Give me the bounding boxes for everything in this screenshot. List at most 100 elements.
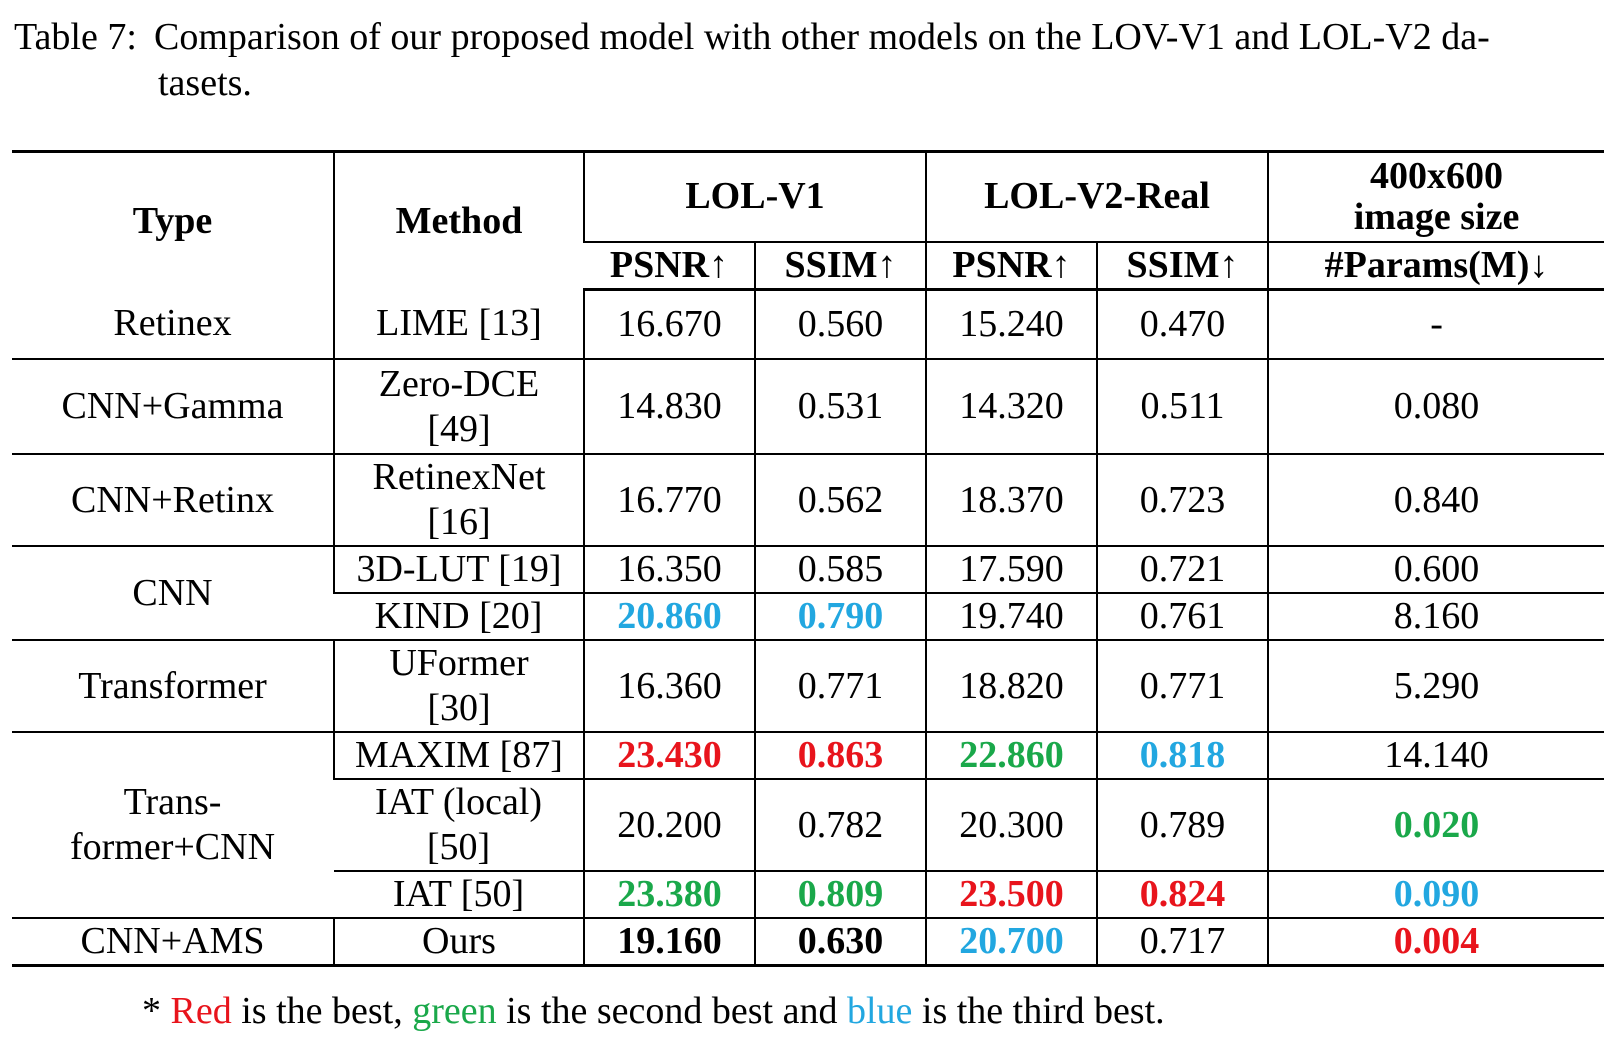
cell-v2-ssim: 0.824 (1096, 870, 1269, 918)
cell-v1-psnr: 16.770 (583, 453, 755, 546)
footnote-part1: is the best, (241, 990, 403, 1032)
table-row: CNN+Retinx RetinexNet [16] 16.770 0.562 … (12, 453, 1605, 546)
cell-method: Zero-DCE [49] (333, 358, 584, 454)
cell-v1-ssim: 0.560 (753, 289, 927, 359)
cell-type: CNN (12, 545, 334, 640)
cell-v2-ssim: 0.511 (1096, 358, 1269, 454)
cell-v2-psnr: 20.300 (925, 778, 1098, 871)
cell-v2-ssim: 0.721 (1096, 545, 1269, 593)
header-size-line2: image size (1353, 195, 1520, 238)
header-type: Type (12, 150, 334, 289)
table-row: IAT [50] 23.380 0.809 23.500 0.824 0.090 (12, 870, 1605, 918)
cell-v2-psnr: 18.370 (925, 453, 1098, 546)
cell-v1-psnr: 20.860 (583, 592, 755, 640)
table-row: KIND [20] 20.860 0.790 19.740 0.761 8.16… (12, 592, 1605, 640)
header-v2-psnr: PSNR↑ (925, 240, 1098, 291)
caption-text-line1: Comparison of our proposed model with ot… (154, 16, 1490, 58)
header-image-size: 400x600 image size (1267, 150, 1605, 242)
cell-method: LIME [13] (333, 289, 584, 359)
cell-v2-psnr: 18.820 (925, 639, 1098, 732)
footnote-star: * (142, 990, 161, 1032)
cell-v1-ssim: 0.790 (753, 592, 927, 640)
cell-params: 0.004 (1267, 917, 1605, 967)
cell-type: Transformer (12, 639, 334, 732)
cell-v1-psnr: 23.430 (583, 731, 755, 779)
footnote-part2: is the second best and (506, 990, 838, 1032)
cell-v1-psnr: 16.350 (583, 545, 755, 593)
table-footnote: * Red is the best, green is the second b… (142, 988, 1165, 1034)
cell-method: RetinexNet [16] (333, 453, 584, 546)
cell-method: UFormer [30] (333, 639, 584, 732)
cell-method: IAT [50] (334, 870, 584, 918)
cell-type: Retinex (113, 302, 232, 344)
cell-v1-ssim: 0.630 (753, 917, 927, 967)
cell-method: KIND [20] (334, 592, 584, 640)
table-row: Transformer UFormer [30] 16.360 0.771 18… (12, 639, 1605, 732)
cell-v1-ssim: 0.782 (753, 778, 927, 871)
cell-params: 0.020 (1267, 778, 1605, 871)
cell-params: 5.290 (1267, 639, 1605, 732)
cell-v1-ssim: 0.531 (753, 358, 927, 454)
cell-params: 0.600 (1267, 545, 1605, 593)
cell-params: - (1267, 289, 1605, 359)
footnote-part3: is the third best. (921, 990, 1165, 1032)
table-row: Trans- former+CNN MAXIM [87] 23.430 0.86… (12, 731, 1605, 918)
header-params: #Params(M)↓ (1267, 240, 1605, 291)
cell-v1-ssim: 0.809 (753, 870, 927, 918)
cell-method: IAT (local) [50] (334, 778, 584, 871)
cell-v1-ssim: 0.771 (753, 639, 927, 732)
cell-v1-psnr: 16.360 (583, 639, 755, 732)
cell-method: 3D-LUT [19] (333, 545, 584, 593)
cell-v2-psnr: 22.860 (925, 731, 1098, 779)
cell-v1-psnr: 20.200 (583, 778, 755, 871)
footnote-green: green (412, 990, 497, 1032)
header-v1-ssim: SSIM↑ (753, 240, 927, 291)
cell-params: 0.090 (1267, 870, 1605, 918)
cell-type: CNN+AMS (12, 917, 334, 967)
table-row: IAT (local) [50] 20.200 0.782 20.300 0.7… (12, 778, 1605, 871)
caption-label: Table 7: (14, 16, 137, 58)
footnote-blue: blue (846, 990, 913, 1032)
cell-v2-psnr: 17.590 (925, 545, 1098, 593)
cell-v2-ssim: 0.818 (1096, 731, 1269, 779)
cell-v2-psnr: 19.740 (925, 592, 1098, 640)
cell-method: Ours (333, 917, 584, 967)
cell-v1-psnr: 23.380 (583, 870, 755, 918)
cell-v2-ssim: 0.761 (1096, 592, 1269, 640)
comparison-table: Type Method LOL-V1 LOL-V2-Real 400x600 i… (12, 150, 1605, 967)
header-v2-ssim: SSIM↑ (1096, 240, 1269, 291)
table-row: CNN+Gamma Zero-DCE [49] 14.830 0.531 14.… (12, 358, 1605, 454)
cell-v2-ssim: 0.723 (1096, 453, 1269, 546)
cell-v2-ssim: 0.771 (1096, 639, 1269, 732)
cell-v1-ssim: 0.863 (753, 731, 927, 779)
cell-v1-psnr: 16.670 (583, 289, 755, 359)
cell-v1-ssim: 0.585 (753, 545, 927, 593)
cell-v2-psnr: 14.320 (925, 358, 1098, 454)
cell-v1-psnr: 14.830 (583, 358, 755, 454)
header-method: Method (333, 150, 584, 289)
cell-v2-ssim: 0.717 (1096, 917, 1269, 967)
cell-v2-psnr: 15.240 (925, 289, 1098, 359)
cell-v1-psnr: 19.160 (583, 917, 755, 967)
cell-params: 14.140 (1267, 731, 1605, 779)
cell-v2-psnr: 23.500 (925, 870, 1098, 918)
header-v1-psnr: PSNR↑ (584, 240, 755, 291)
header-lol-v1: LOL-V1 (582, 150, 927, 242)
cell-v2-psnr: 20.700 (925, 917, 1098, 967)
table-row: CNN 3D-LUT [19] 16.350 0.585 17.590 0.72… (12, 545, 1605, 640)
table-row: CNN+AMS Ours 19.160 0.630 20.700 0.717 0… (12, 917, 1605, 967)
cell-params: 8.160 (1267, 592, 1605, 640)
cell-v1-ssim: 0.562 (753, 453, 927, 546)
cell-params: 0.840 (1267, 453, 1605, 546)
cell-method: MAXIM [87] (333, 731, 584, 779)
table-caption: Table 7: Comparison of our proposed model… (14, 14, 1574, 106)
cell-v2-ssim: 0.470 (1096, 289, 1269, 359)
footnote-red: Red (170, 990, 232, 1032)
cell-type: CNN+Retinx (12, 453, 334, 546)
table-row: Retinex LIME [13] 16.670 0.560 15.240 0.… (12, 289, 1605, 359)
caption-text-line2: tasets. (158, 62, 252, 104)
cell-type: Trans- former+CNN (12, 731, 334, 918)
header-size-line1: 400x600 (1370, 154, 1504, 197)
cell-type: CNN+Gamma (12, 358, 334, 454)
cell-params: 0.080 (1267, 358, 1605, 454)
